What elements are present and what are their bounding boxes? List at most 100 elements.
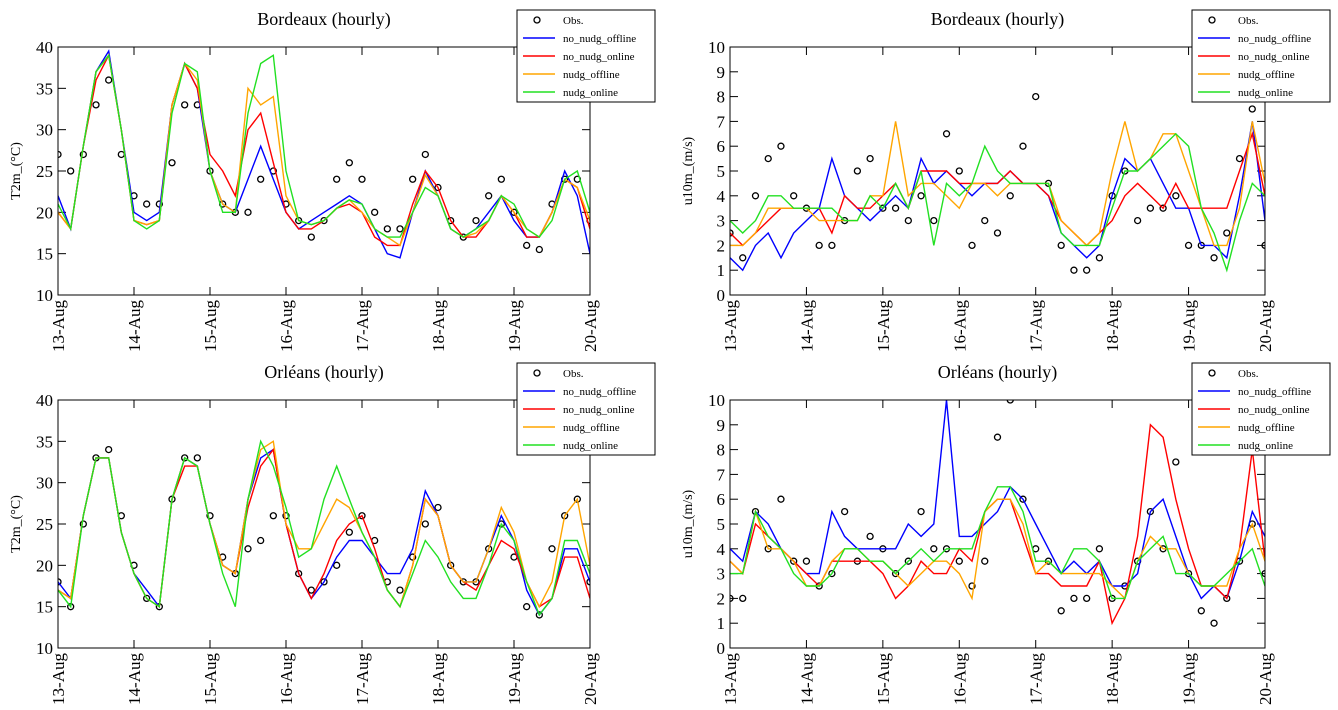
legend-label: nudg_online bbox=[563, 87, 618, 99]
legend-label: nudg_offline bbox=[563, 422, 620, 434]
x-tick-label: 13-Aug bbox=[721, 653, 740, 705]
series-line bbox=[730, 400, 1265, 600]
panel: Bordeaux (hourly) T2m_(°C) 10 15 20 25 30 35 40 1… bbox=[9, 9, 656, 352]
obs-marker bbox=[383, 225, 391, 233]
obs-marker bbox=[510, 208, 518, 216]
x-tick-label: 17-Aug bbox=[1027, 300, 1046, 352]
x-tick-label: 18-Aug bbox=[429, 653, 448, 705]
obs-marker bbox=[67, 167, 75, 175]
legend-label: nudg_offline bbox=[1238, 422, 1295, 434]
y-tick-label: 15 bbox=[36, 245, 53, 264]
x-tick-label: 14-Aug bbox=[125, 653, 144, 705]
y-tick-label: 2 bbox=[717, 589, 726, 608]
obs-marker bbox=[1019, 142, 1027, 150]
series-line bbox=[730, 132, 1265, 273]
legend-label: no_nudg_online bbox=[563, 51, 635, 63]
obs-marker bbox=[815, 241, 823, 250]
obs-marker bbox=[535, 611, 543, 619]
x-tick-label: 19-Aug bbox=[505, 300, 524, 352]
obs-marker bbox=[968, 582, 976, 590]
obs-marker bbox=[523, 241, 531, 250]
legend-label: no_nudg_online bbox=[1238, 404, 1310, 416]
legend-label: nudg_offline bbox=[563, 69, 620, 81]
y-tick-label: 10 bbox=[36, 286, 53, 305]
obs-marker bbox=[981, 216, 989, 225]
legend-label: nudg_online bbox=[1238, 87, 1293, 99]
obs-marker bbox=[1210, 254, 1218, 262]
y-tick-label: 1 bbox=[717, 261, 726, 280]
obs-marker bbox=[586, 578, 590, 586]
y-tick-label: 8 bbox=[717, 88, 726, 107]
legend: Obs. no_nudg_offline no_nudg_online nudg_of… bbox=[516, 362, 656, 456]
obs-marker bbox=[244, 208, 252, 216]
obs-marker bbox=[955, 557, 963, 565]
x-tick-label: 15-Aug bbox=[874, 653, 893, 705]
obs-marker bbox=[206, 512, 214, 520]
obs-marker bbox=[993, 433, 1002, 441]
y-axis-label: u10m_(m/s) bbox=[681, 489, 696, 558]
legend-label: Obs. bbox=[1238, 15, 1259, 27]
plot-frame bbox=[57, 399, 591, 649]
obs-marker bbox=[181, 101, 189, 109]
x-tick-label: 16-Aug bbox=[950, 300, 969, 352]
x-tick-label: 15-Aug bbox=[874, 300, 893, 352]
obs-marker bbox=[790, 192, 798, 200]
obs-marker bbox=[409, 553, 417, 561]
obs-marker bbox=[358, 175, 366, 183]
obs-marker bbox=[1057, 607, 1065, 615]
obs-marker bbox=[295, 569, 303, 578]
series-line bbox=[58, 53, 590, 247]
legend-symbol bbox=[1208, 369, 1216, 377]
x-tick-label: 15-Aug bbox=[201, 653, 220, 705]
y-tick-label: 10 bbox=[708, 391, 725, 410]
obs-marker bbox=[434, 503, 442, 512]
obs-marker bbox=[143, 594, 151, 603]
obs-marker bbox=[866, 154, 874, 163]
obs-marker bbox=[333, 175, 341, 183]
y-tick-label: 0 bbox=[717, 286, 726, 305]
obs-marker bbox=[105, 445, 113, 454]
obs-marker bbox=[497, 175, 505, 183]
y-tick-label: 4 bbox=[717, 540, 726, 559]
obs-marker bbox=[269, 512, 277, 520]
y-tick-label: 35 bbox=[36, 79, 53, 98]
x-tick-label: 14-Aug bbox=[797, 653, 816, 705]
chart-title: Bordeaux (hourly) bbox=[931, 9, 1064, 30]
obs-marker bbox=[764, 154, 772, 163]
obs-marker bbox=[421, 150, 429, 159]
y-tick-label: 0 bbox=[717, 639, 726, 658]
obs-marker bbox=[1146, 204, 1155, 212]
y-tick-label: 15 bbox=[36, 598, 53, 617]
x-tick-label: 16-Aug bbox=[277, 653, 296, 705]
y-tick-label: 30 bbox=[36, 474, 53, 493]
obs-marker bbox=[739, 254, 747, 262]
plot-frame bbox=[729, 46, 1266, 296]
obs-marker bbox=[790, 557, 798, 565]
obs-marker bbox=[257, 536, 265, 545]
obs-marker bbox=[1032, 92, 1040, 101]
x-tick-label: 18-Aug bbox=[1103, 300, 1122, 352]
series-line bbox=[58, 447, 590, 609]
obs-marker bbox=[1070, 266, 1078, 274]
obs-marker bbox=[548, 545, 556, 553]
obs-marker bbox=[345, 528, 353, 536]
obs-marker bbox=[1172, 192, 1180, 200]
obs-marker bbox=[333, 561, 341, 569]
x-tick-label: 14-Aug bbox=[125, 300, 144, 352]
y-tick-label: 6 bbox=[717, 490, 726, 509]
x-tick-label: 13-Aug bbox=[721, 300, 740, 352]
obs-marker bbox=[447, 561, 455, 569]
plot-area bbox=[58, 49, 590, 259]
x-tick-label: 20-Aug bbox=[581, 300, 600, 352]
plot-frame bbox=[57, 46, 591, 296]
obs-marker bbox=[320, 216, 328, 225]
obs-marker bbox=[930, 545, 938, 553]
obs-marker bbox=[1235, 154, 1244, 163]
obs-marker bbox=[1223, 229, 1231, 237]
obs-marker bbox=[730, 229, 734, 237]
y-axis-label: T2m_(°C) bbox=[9, 495, 24, 553]
obs-marker bbox=[1159, 204, 1167, 212]
y-tick-label: 3 bbox=[717, 565, 726, 584]
y-tick-label: 3 bbox=[717, 212, 726, 231]
legend-label: nudg_offline bbox=[1238, 69, 1295, 81]
